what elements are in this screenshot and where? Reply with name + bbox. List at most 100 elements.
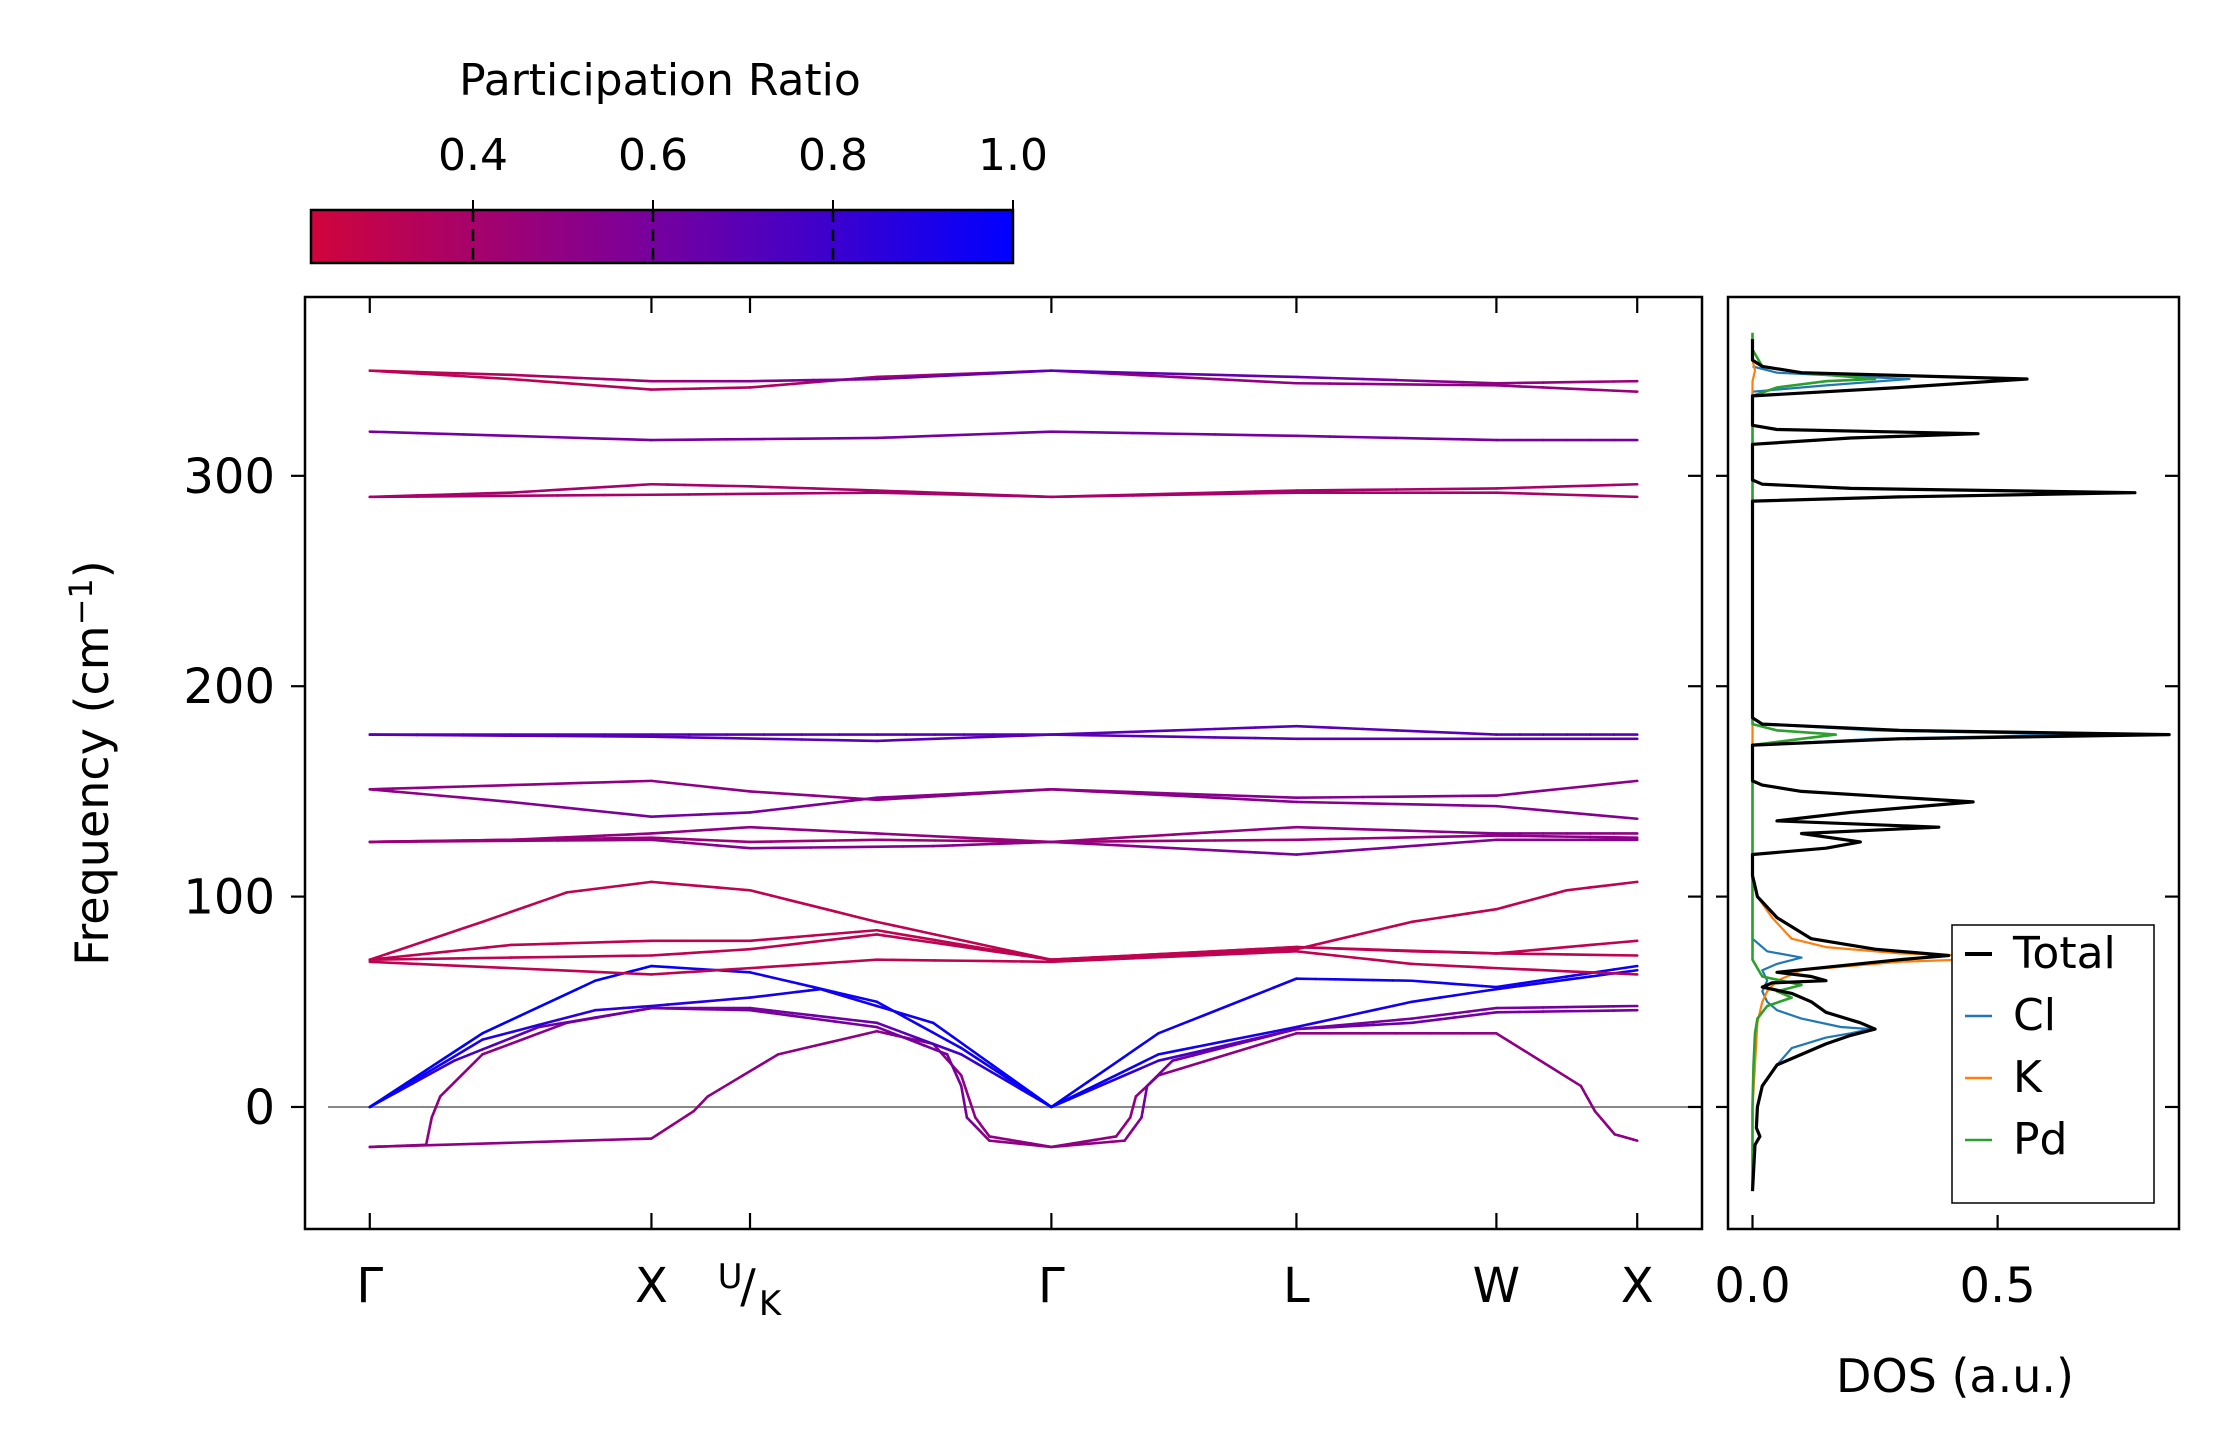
band-segment bbox=[1180, 1043, 1206, 1052]
band-segment bbox=[666, 965, 686, 970]
band-segment bbox=[438, 785, 465, 789]
band-segment bbox=[699, 949, 719, 954]
band-segment bbox=[998, 1140, 1012, 1145]
band-segment bbox=[1481, 984, 1498, 989]
band-segment bbox=[1542, 978, 1569, 985]
band-segment bbox=[1506, 901, 1522, 908]
band-segment bbox=[1295, 837, 1332, 842]
band-segment bbox=[1254, 795, 1298, 800]
band-segment bbox=[626, 832, 653, 836]
band-segment bbox=[1518, 981, 1545, 988]
band-segment bbox=[1542, 492, 1569, 497]
band-segment bbox=[509, 966, 559, 972]
band-segment bbox=[1410, 1019, 1428, 1025]
kpoint-label: Γ bbox=[356, 1258, 383, 1314]
band-segment bbox=[1333, 1022, 1356, 1027]
band-segment bbox=[854, 958, 879, 963]
band-segment bbox=[1030, 840, 1053, 844]
band-segment bbox=[1295, 375, 1332, 380]
band-segment bbox=[499, 1028, 522, 1037]
band-segment bbox=[509, 955, 559, 959]
band-segment bbox=[626, 378, 653, 383]
band-segment bbox=[769, 485, 794, 490]
band-segment bbox=[1020, 954, 1053, 962]
band-segment bbox=[1050, 1096, 1071, 1109]
band-segment bbox=[1495, 491, 1522, 495]
band-segment bbox=[971, 842, 994, 846]
band-segment bbox=[991, 370, 1024, 375]
band-segment bbox=[650, 779, 670, 784]
band-segment bbox=[748, 994, 764, 999]
band-segment bbox=[699, 784, 719, 790]
band-segment bbox=[748, 808, 773, 814]
band-segment bbox=[1495, 966, 1522, 971]
dos-axes: 0.0 0.5 bbox=[1714, 474, 2179, 1314]
band-segment bbox=[1131, 792, 1176, 797]
band-segment bbox=[1395, 436, 1432, 440]
band-segment bbox=[715, 844, 735, 849]
band-segment bbox=[1542, 945, 1569, 951]
band-segment bbox=[1372, 1004, 1394, 1012]
band-segment bbox=[1428, 379, 1465, 384]
band-acoustic-LA bbox=[368, 964, 1639, 1109]
band-segment bbox=[640, 964, 653, 970]
band-segment bbox=[1328, 946, 1365, 951]
band-segment bbox=[1249, 1030, 1275, 1038]
band-segment bbox=[989, 1066, 1008, 1079]
band-segment bbox=[933, 433, 966, 438]
band-segment bbox=[1172, 432, 1217, 436]
band-segment bbox=[1254, 374, 1298, 379]
band-segment bbox=[833, 910, 857, 918]
band-segment bbox=[499, 1014, 522, 1026]
band-segment bbox=[1272, 1027, 1298, 1036]
band-segment bbox=[732, 966, 752, 971]
band-opt-70-1 bbox=[368, 880, 1639, 962]
band-segment bbox=[1249, 1033, 1275, 1041]
band-segment bbox=[368, 960, 419, 966]
band-segment bbox=[875, 738, 908, 743]
band-segment bbox=[1172, 372, 1217, 377]
band-segment bbox=[603, 974, 616, 980]
band-segment bbox=[1050, 494, 1094, 499]
band-segment bbox=[933, 373, 966, 378]
band-segment bbox=[1019, 1142, 1033, 1147]
band-segment bbox=[556, 835, 583, 839]
band-segment bbox=[1481, 966, 1498, 970]
band-segment bbox=[1090, 733, 1135, 738]
band-segment bbox=[1361, 827, 1398, 832]
band-segment bbox=[1213, 726, 1257, 731]
band-segment bbox=[462, 796, 489, 802]
band-segment bbox=[406, 939, 428, 949]
band-segment bbox=[603, 437, 653, 442]
band-segment bbox=[1588, 813, 1616, 818]
band-segment bbox=[650, 880, 670, 885]
band-segment bbox=[1254, 825, 1298, 831]
band-segment bbox=[962, 836, 995, 841]
band-segment bbox=[1172, 949, 1217, 955]
band-segment bbox=[809, 1041, 829, 1048]
band-segment bbox=[1438, 981, 1456, 986]
band-segment bbox=[575, 1008, 597, 1017]
band-segment bbox=[991, 431, 1024, 436]
band-segment bbox=[790, 803, 815, 809]
band-segment bbox=[769, 806, 794, 812]
band-segment bbox=[1090, 957, 1135, 962]
band-segment bbox=[579, 780, 606, 785]
band-segment bbox=[1121, 1067, 1142, 1078]
dos-lines bbox=[1750, 332, 2171, 1192]
band-segment bbox=[1050, 958, 1094, 964]
band-segment bbox=[1495, 486, 1522, 490]
band-segment bbox=[1090, 431, 1135, 435]
band-segment bbox=[1428, 803, 1465, 807]
band-segment bbox=[1254, 379, 1298, 385]
band-segment bbox=[391, 953, 419, 959]
band-segment bbox=[1103, 1056, 1125, 1072]
band-segment bbox=[593, 1013, 616, 1019]
band-segment bbox=[1428, 830, 1465, 834]
band-segment bbox=[603, 384, 630, 390]
band-segment bbox=[1213, 849, 1257, 854]
band-segment bbox=[837, 738, 879, 743]
band-segment bbox=[988, 1135, 1002, 1140]
band-segment bbox=[1213, 492, 1257, 496]
band-segment bbox=[1103, 1074, 1125, 1086]
